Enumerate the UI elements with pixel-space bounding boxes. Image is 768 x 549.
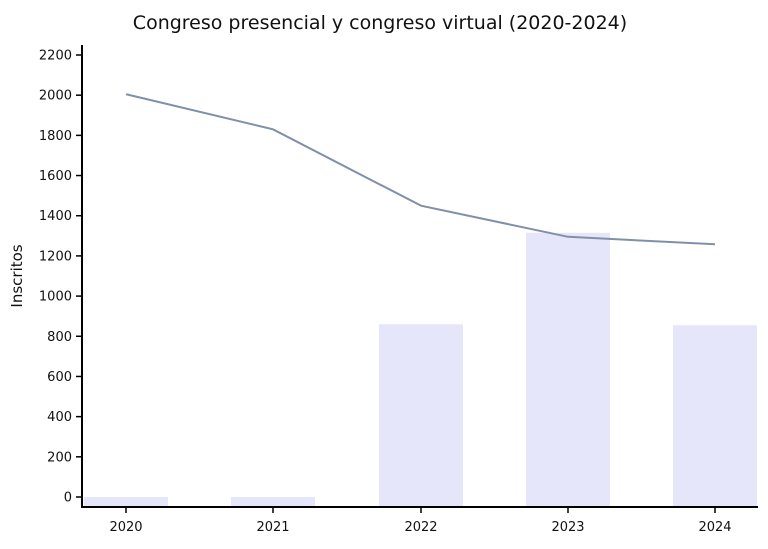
x-tick-label: 2021	[256, 520, 289, 535]
x-tick-label: 2022	[404, 520, 437, 535]
bar-2021	[231, 497, 315, 507]
y-tick-label: 1800	[39, 129, 72, 144]
chart-title: Congreso presencial y congreso virtual (…	[133, 12, 627, 34]
bar-2024	[673, 325, 757, 507]
y-tick-label: 1200	[39, 249, 72, 264]
y-tick-label: 1600	[39, 169, 72, 184]
axes	[81, 45, 758, 508]
y-tick-label: 1000	[39, 290, 72, 305]
x-axis-ticks: 2020 2021 2022 2023 2024	[109, 507, 732, 535]
x-tick-label: 2023	[551, 520, 584, 535]
bar-2022	[379, 324, 463, 507]
bar-2023	[526, 232, 610, 507]
bar-series	[84, 232, 757, 507]
line-series	[125, 93, 716, 246]
y-tick-label: 600	[47, 370, 72, 385]
y-tick-label: 0	[64, 491, 72, 506]
y-tick-label: 2000	[39, 89, 72, 104]
x-tick-label: 2024	[698, 520, 731, 535]
x-tick-label: 2020	[109, 520, 142, 535]
y-tick-label: 200	[47, 450, 72, 465]
y-tick-label: 400	[47, 410, 72, 425]
y-tick-label: 1400	[39, 209, 72, 224]
y-tick-label: 2200	[39, 49, 72, 64]
bar-2020	[84, 497, 168, 507]
y-tick-label: 800	[47, 330, 72, 345]
line-path	[125, 93, 716, 246]
y-axis-label: Inscritos	[8, 244, 26, 307]
y-axis-ticks: 0 200 400 600 800 1000 1200 1400 1600 1800 2000 220…	[39, 49, 82, 506]
